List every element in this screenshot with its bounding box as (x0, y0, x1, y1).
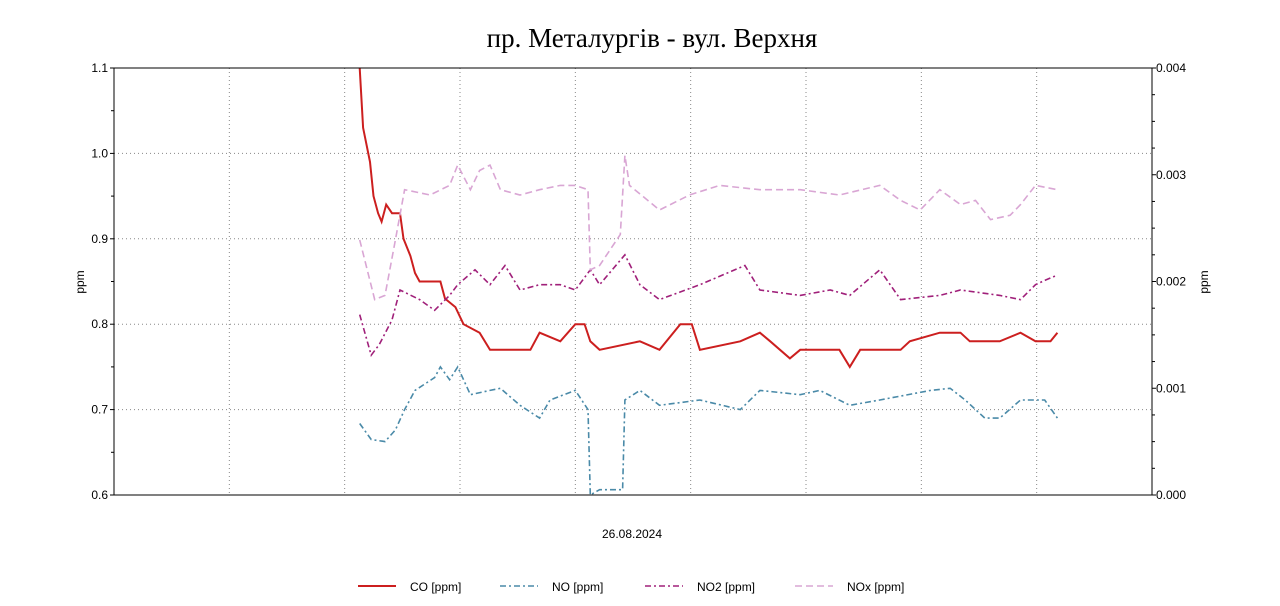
y-tick-label: 0.9 (91, 232, 108, 246)
y-tick-label: 0.8 (91, 317, 108, 331)
y-tick-label: 0.6 (91, 488, 108, 502)
series-line-no2 (358, 253, 1058, 357)
legend-label: NOx [ppm] (847, 580, 904, 594)
y-tick-label: 1.1 (91, 61, 108, 75)
x-axis-label: 26.08.2024 (602, 527, 662, 541)
plot-frame (113, 67, 1153, 496)
y-axis-right: 0.000 0.001 0.002 0.003 0.004 (1152, 61, 1186, 502)
chart-title: пр. Металургів - вул. Верхня (487, 23, 818, 53)
legend-label: CO [ppm] (410, 580, 461, 594)
y2-tick-label: 0.001 (1156, 381, 1186, 395)
series-line-nox (358, 155, 1058, 301)
y-axis-left: 0.6 0.7 0.8 0.9 1.0 1.1 (91, 61, 114, 502)
y2-tick-label: 0.003 (1156, 168, 1186, 182)
y2-tick-label: 0.004 (1156, 61, 1186, 75)
series-line-co (358, 67, 1059, 369)
series-line-no (359, 365, 1059, 497)
legend: CO [ppm] NO [ppm] NO2 [ppm] NOx [ppm] (358, 580, 904, 594)
y2-axis-label: ppm (1197, 270, 1211, 293)
y-axis-label: ppm (73, 270, 87, 293)
y2-tick-label: 0.002 (1156, 275, 1186, 289)
y-tick-label: 0.7 (91, 403, 108, 417)
y-tick-label: 1.0 (91, 146, 108, 160)
legend-label: NO [ppm] (552, 580, 603, 594)
legend-label: NO2 [ppm] (697, 580, 755, 594)
y2-tick-label: 0.000 (1156, 488, 1186, 502)
series-layer (358, 67, 1059, 497)
grid (114, 68, 1152, 495)
